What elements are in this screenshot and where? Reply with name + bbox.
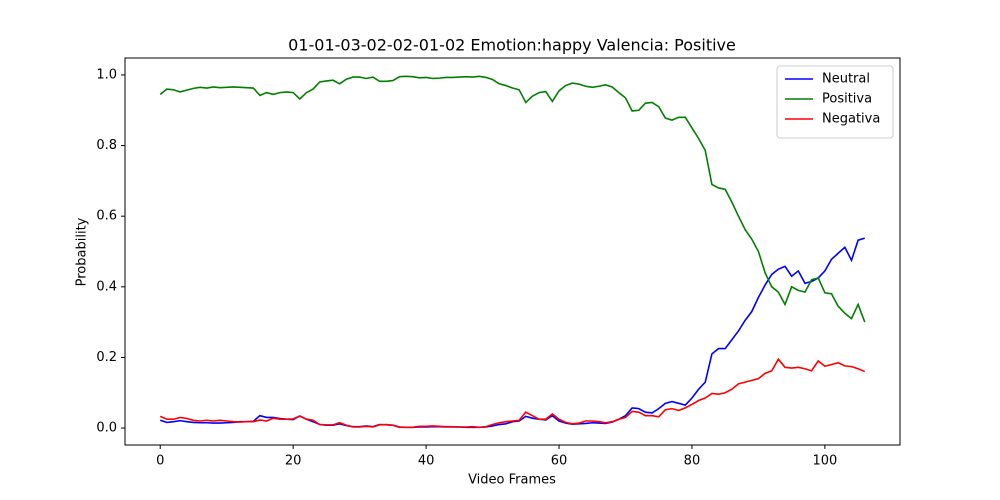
x-tick-label: 60 [551,454,568,469]
x-tick-label: 0 [156,454,164,469]
line-series [159,237,866,429]
legend-label: Neutral [822,72,870,87]
y-tick-label: 0.0 [96,421,117,436]
x-tick-label: 80 [684,454,701,469]
y-tick-label: 0.8 [96,138,117,153]
x-tick-label: 100 [812,454,837,469]
chart-title: 01-01-03-02-02-01-02 Emotion:happy Valen… [288,36,736,55]
line-series [159,357,866,429]
x-tick-label: 20 [285,454,302,469]
y-axis-label: Probability [75,217,90,286]
line-series [159,75,866,323]
x-axis-label: Video Frames [468,473,556,488]
y-tick-label: 1.0 [96,67,117,82]
y-tick-label: 0.2 [96,350,117,365]
legend-box [776,65,894,139]
legend-label: Positiva [822,92,872,107]
y-tick-label: 0.4 [96,279,117,294]
x-tick-label: 40 [418,454,435,469]
legend-label: Negativa [822,112,880,127]
plot-frame [124,57,901,446]
y-tick-label: 0.6 [96,209,117,224]
